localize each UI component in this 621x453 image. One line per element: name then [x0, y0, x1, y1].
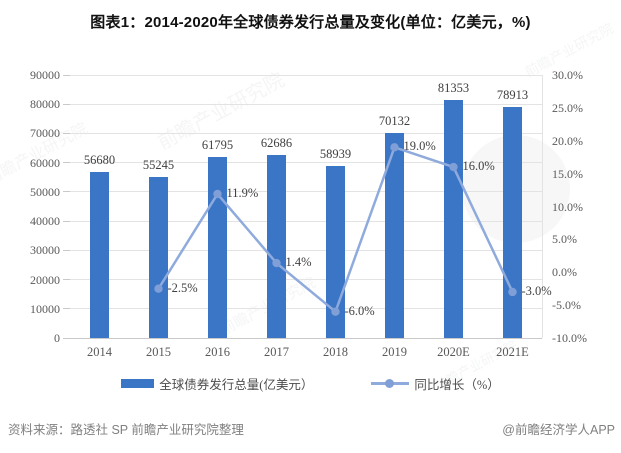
y-axis-label-right: 15.0%	[552, 166, 583, 181]
x-axis-label: 2014	[87, 345, 112, 359]
bar	[444, 100, 463, 338]
line-marker-icon	[213, 189, 222, 199]
x-axis-label: 2016	[205, 345, 230, 359]
line-series-swatch-icon	[371, 379, 410, 388]
gridline	[70, 279, 542, 281]
legend-item-bar-series: 全球债券发行总量(亿美元）	[121, 374, 313, 393]
chart-title: 图表1：2014-2020年全球债券发行总量及变化(单位：亿美元，%)	[90, 14, 531, 31]
bar	[90, 172, 109, 338]
y-axis-label-left: 0	[54, 331, 60, 345]
line-marker-dot-icon	[385, 379, 395, 388]
x-axis-label: 2015	[146, 345, 171, 359]
gridline	[70, 191, 542, 193]
y-axis-tick	[63, 308, 70, 310]
y-axis-tick	[63, 337, 70, 339]
y-axis-tick	[63, 103, 70, 105]
y-axis-label-left: 70000	[30, 126, 60, 141]
line-point-label: -2.5%	[167, 280, 198, 295]
line-point-label: 16.0%	[462, 159, 495, 174]
bar-value-label: 62686	[260, 135, 293, 150]
y-axis-label-left: 80000	[30, 97, 60, 112]
gridline	[70, 103, 542, 105]
y-axis-label-left: 50000	[30, 184, 60, 199]
x-axis-label: 2021E	[496, 345, 529, 359]
line-marker-icon	[390, 143, 399, 152]
brand-note: @前瞻经济学人APP	[502, 423, 615, 437]
growth-line	[157, 145, 514, 314]
gridline	[70, 220, 542, 222]
line-marker-icon	[449, 162, 458, 172]
y-axis-label-right: 20.0%	[552, 133, 583, 148]
x-axis-label: 2019	[382, 345, 407, 359]
line-marker-icon	[508, 287, 517, 297]
y-axis-label-right: 25.0%	[552, 100, 583, 115]
line-point-label: -3.0%	[521, 283, 552, 298]
source-note: 资料来源：路透社 SP 前瞻产业研究院整理	[8, 423, 244, 437]
bar-series-swatch-icon	[121, 379, 155, 388]
gridline	[70, 74, 542, 76]
bar-value-label: 58939	[319, 146, 352, 161]
y-axis-label-right: -10.0%	[552, 331, 587, 345]
bar-value-label: 55245	[142, 157, 175, 172]
y-axis-label-left: 20000	[30, 272, 60, 287]
gridline	[70, 249, 542, 251]
line-point-label: 19.0%	[403, 139, 436, 154]
y-axis-label-left: 40000	[30, 214, 60, 229]
y-axis-tick	[63, 162, 70, 164]
x-axis-label: 2018	[323, 345, 348, 359]
bar-value-label: 78913	[496, 88, 529, 103]
y-axis-tick	[63, 249, 70, 251]
y-axis-label-right: 0.0%	[552, 265, 577, 280]
x-axis-label: 2017	[264, 345, 289, 359]
y-axis-label-right: 10.0%	[552, 199, 583, 214]
y-axis-label-left: 30000	[30, 243, 60, 258]
gridline	[70, 308, 542, 310]
line-marker-icon	[154, 284, 163, 293]
bar-value-label: 61795	[201, 138, 234, 153]
line-point-label: 1.4%	[285, 255, 312, 270]
bar-value-label: 56680	[83, 153, 116, 168]
y-axis-tick	[63, 220, 70, 222]
bar-value-label: 81353	[437, 81, 470, 96]
line-point-label: 11.9%	[226, 186, 259, 200]
line-series-label: 同比增长（%）	[414, 378, 500, 392]
line-point-label: -6.0%	[344, 303, 375, 318]
y-axis-label-left: 60000	[30, 155, 60, 170]
legend: 全球债券发行总量(亿美元） 同比增长（%）	[0, 374, 621, 393]
y-axis-tick	[63, 74, 70, 76]
bar-value-label: 70132	[378, 114, 411, 129]
y-axis-label-right: 30.0%	[552, 68, 583, 82]
bar	[149, 176, 168, 338]
y-axis-label-left: 10000	[30, 301, 60, 316]
line-marker-icon	[272, 258, 281, 268]
gridline	[70, 337, 542, 339]
right-axis-line	[542, 75, 543, 338]
x-axis-label: 2020E	[437, 345, 470, 359]
legend-item-line-series: 同比增长（%）	[371, 374, 500, 393]
y-axis-label-left: 90000	[30, 68, 60, 82]
y-axis-tick	[63, 191, 70, 193]
bar	[385, 133, 404, 338]
bar-series-label: 全球债券发行总量(亿美元）	[159, 378, 314, 392]
y-axis-label-right: 5.0%	[552, 232, 577, 247]
bar	[267, 154, 286, 338]
line-marker-icon	[331, 307, 340, 316]
gridline	[70, 162, 542, 164]
y-axis-tick	[63, 279, 70, 281]
y-axis-tick	[63, 132, 70, 134]
gridline	[70, 132, 542, 134]
y-axis-label-right: -5.0%	[552, 298, 581, 313]
